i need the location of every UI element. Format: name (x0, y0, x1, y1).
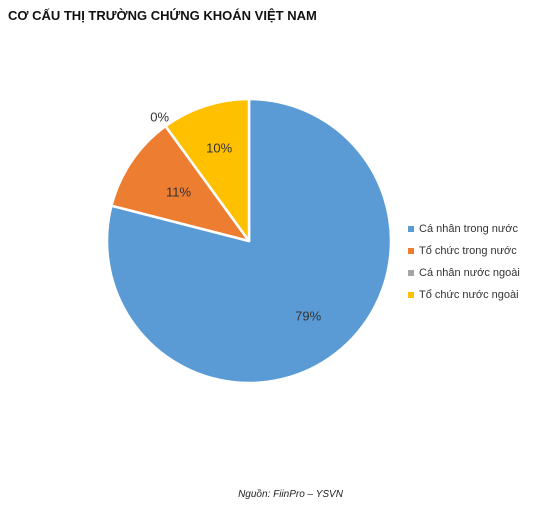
legend-label: Cá nhân trong nước (419, 223, 518, 235)
source-note: Nguồn: FiinPro – YSVN (238, 489, 343, 500)
data-label-3: 0% (150, 110, 169, 125)
data-label-4: 10% (206, 141, 232, 156)
legend-item-3: Cá nhân nước ngoài (408, 262, 520, 284)
data-label-2: 11% (166, 185, 191, 200)
legend-swatch (408, 292, 414, 298)
chart-legend: Cá nhân trong nước Tổ chức trong nước Cá n… (408, 218, 520, 306)
legend-item-4: Tổ chức nước ngoài (408, 284, 520, 306)
legend-swatch (408, 226, 414, 232)
pie-slice-4 (164, 97, 251, 243)
pie-labels: 79% 11% 0% 10% (150, 110, 321, 324)
legend-item-1: Cá nhân trong nước (408, 218, 520, 240)
legend-label: Cá nhân nước ngoài (419, 267, 520, 279)
data-label-1: 79% (295, 309, 321, 324)
legend-swatch (408, 270, 414, 276)
legend-label: Tổ chức trong nước (419, 245, 517, 257)
pie-slice-2 (110, 124, 251, 243)
chart-title: CƠ CẤU THỊ TRƯỜNG CHỨNG KHOÁN VIỆT NAM (8, 8, 317, 23)
legend-label: Tổ chức nước ngoài (419, 289, 519, 301)
pie-slices (105, 97, 393, 385)
legend-item-2: Tổ chức trong nước (408, 240, 520, 262)
legend-swatch (408, 248, 414, 254)
